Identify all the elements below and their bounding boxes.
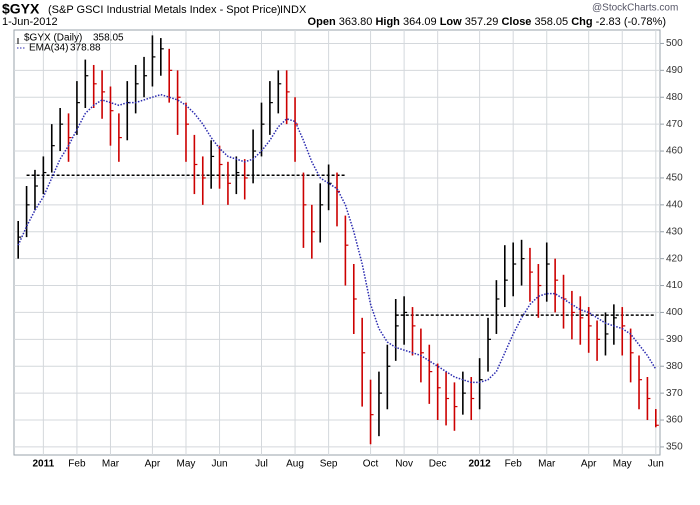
x-tick-label: Aug (286, 459, 304, 470)
legend-value: 378.88 (70, 43, 101, 54)
x-tick-label: Jul (255, 459, 268, 470)
x-tick-label: Nov (395, 459, 413, 470)
x-tick-label: May (177, 459, 196, 470)
quote-value: 364.09 (403, 16, 437, 28)
x-tick-label: Mar (538, 459, 556, 470)
y-tick-label: 430 (666, 226, 683, 237)
y-tick-label: 420 (666, 253, 683, 264)
y-tick-label: 450 (666, 173, 683, 184)
x-tick-label: Jun (211, 459, 227, 470)
x-tick-label: Feb (68, 459, 86, 470)
quote-value: 358.05 (535, 16, 569, 28)
x-tick-label: Apr (581, 459, 597, 470)
ema-line (17, 93, 657, 384)
x-tick-label: Oct (363, 459, 379, 470)
symbol: $GYX (2, 1, 40, 17)
quote-label: Chg (571, 16, 592, 28)
y-tick-label: 380 (666, 361, 683, 372)
exchange: INDX (280, 4, 307, 16)
chart-title: (S&P GSCI Industrial Metals Index - Spot… (48, 4, 281, 16)
y-tick-label: 470 (666, 119, 683, 130)
quote-value: 357.29 (465, 16, 499, 28)
y-tick-label: 360 (666, 415, 683, 426)
x-tick-label: 2012 (468, 459, 491, 470)
x-tick-label: May (613, 459, 632, 470)
y-tick-label: 350 (666, 442, 683, 453)
quote-value: -2.83 (596, 16, 621, 28)
y-tick-label: 400 (666, 307, 683, 318)
y-tick-label: 460 (666, 146, 683, 157)
y-tick-label: 500 (666, 38, 683, 49)
plot-area (13, 29, 661, 456)
quote-value: (-0.78%) (624, 16, 666, 28)
y-tick-label: 490 (666, 65, 683, 76)
x-tick-label: 2011 (33, 459, 55, 470)
quote-value: 363.80 (339, 16, 373, 28)
quote-label: High (375, 16, 400, 28)
legend-label: $GYX (Daily) (24, 33, 82, 44)
quote-label: Low (440, 16, 462, 28)
y-tick-label: 480 (666, 92, 683, 103)
date: 1-Jun-2012 (2, 16, 58, 28)
x-tick-label: Feb (505, 459, 523, 470)
x-tick-label: Apr (145, 459, 161, 470)
x-tick-label: Dec (429, 459, 447, 470)
y-tick-label: 410 (666, 280, 683, 291)
watermark: @StockCharts.com (592, 3, 678, 14)
y-tick-label: 440 (666, 199, 683, 210)
x-tick-label: Sep (320, 459, 338, 470)
legend-label: EMA(34) (29, 43, 68, 54)
x-tick-label: Mar (102, 459, 120, 470)
y-tick-label: 390 (666, 334, 683, 345)
x-tick-label: Jun (648, 459, 664, 470)
quote: Open 363.80 High 364.09 Low 357.29 Close… (308, 16, 666, 28)
quote-label: Open (308, 16, 336, 28)
y-tick-label: 370 (666, 388, 683, 399)
quote-label: Close (501, 16, 531, 28)
legend: $GYX (Daily) 358.05 EMA(34) 378.88 (17, 33, 124, 54)
legend-value: 358.05 (93, 33, 124, 44)
